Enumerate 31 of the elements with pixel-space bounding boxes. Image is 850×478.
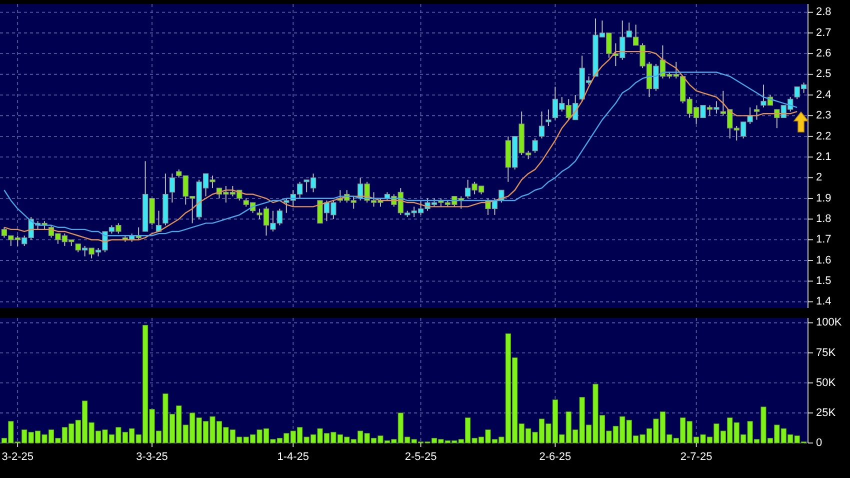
y-tick-label: 100K — [816, 316, 842, 329]
y-tick-label: 1.9 — [816, 192, 832, 204]
y-tick-label: 1.4 — [816, 296, 832, 308]
x-tick-label: 1-4-25 — [277, 451, 310, 463]
y-tick-label: 25K — [816, 406, 836, 419]
x-tick-label: 2-7-25 — [680, 451, 712, 463]
y-tick-label: 2.2 — [816, 130, 832, 142]
y-tick-label: 1.8 — [816, 212, 832, 225]
x-tick-label: 3-2-25 — [2, 451, 34, 463]
candlestick — [532, 138, 538, 154]
x-tick-label: 3-3-25 — [136, 451, 168, 463]
x-tick-label: 2-6-25 — [539, 451, 572, 463]
y-tick-label: 2.7 — [816, 26, 832, 39]
candlestick — [169, 173, 176, 204]
candlestick — [538, 111, 545, 139]
y-tick-label: 1.5 — [816, 275, 832, 288]
y-tick-label: 2.8 — [816, 6, 832, 18]
x-tick-label: 2-5-25 — [404, 451, 437, 463]
y-tick-label: 1.6 — [816, 254, 832, 266]
candlestick — [546, 108, 552, 127]
y-tick-label: 1.7 — [816, 234, 832, 246]
y-tick-label: 2.4 — [816, 88, 832, 101]
y-tick-label: 0 — [816, 436, 822, 449]
y-tick-label: 2.6 — [816, 48, 832, 60]
y-tick-label: 2.3 — [816, 110, 832, 122]
y-tick-label: 2.5 — [816, 68, 832, 80]
y-tick-label: 50K — [816, 376, 836, 389]
candlestick — [754, 104, 760, 120]
y-tick-label: 2.1 — [816, 150, 832, 163]
y-tick-label: 75K — [816, 346, 836, 359]
y-tick-label: 2 — [816, 172, 822, 184]
